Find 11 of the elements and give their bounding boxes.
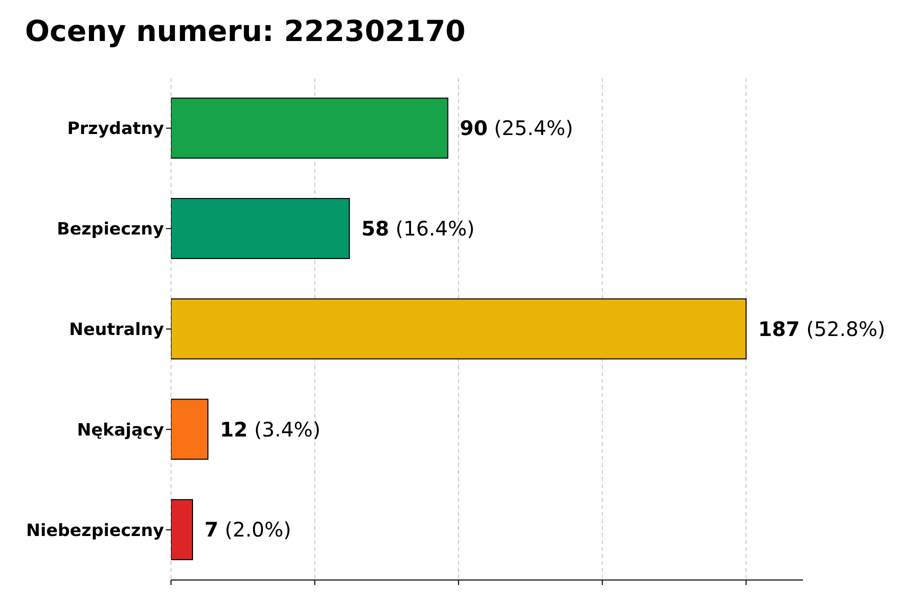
data-label: 58 (16.4%) [361,216,475,240]
y-tick-label: Przydatny [67,119,164,140]
data-label: 12 (3.4%) [220,417,321,442]
data-label: 187 (52.8%) [758,316,886,341]
y-tick-label: Bezpieczny [56,220,164,240]
y-tick-label: Niebezpieczny [26,520,164,541]
data-label: 90 (25.4%) [460,116,574,140]
data-label: 7 (2.0%) [204,518,292,542]
chart-title: Oceny numeru: 222302170 [25,14,466,48]
y-tick-label: Neutralny [69,320,164,340]
y-tick-label: Nękający [77,420,164,440]
